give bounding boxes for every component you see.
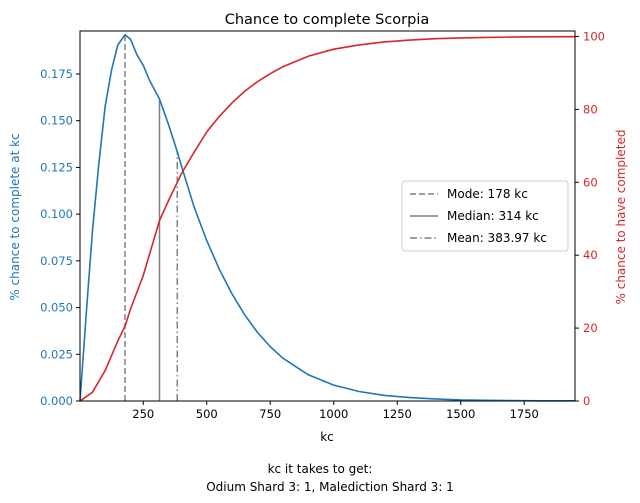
x-tick-label: 1750 [510, 407, 539, 421]
left-tick-label: 0.175 [40, 67, 73, 81]
x-tick-label: 500 [196, 407, 218, 421]
right-tick-label: 40 [583, 248, 598, 262]
caption-line-2: Odium Shard 3: 1, Malediction Shard 3: 1 [206, 480, 454, 494]
right-y-axis: 0 20 40 60 80 100 [575, 29, 605, 408]
left-y-axis-label: % chance to complete at kc [8, 133, 22, 300]
legend-label: Mode: 178 kc [447, 187, 528, 201]
x-axis: 250 500 750 1000 1250 1500 1750 [132, 401, 539, 421]
left-tick-label: 0.025 [40, 347, 73, 361]
plot-frame [79, 30, 576, 402]
right-tick-label: 80 [583, 102, 598, 116]
x-tick-label: 1000 [319, 407, 348, 421]
plot-area [79, 30, 576, 402]
legend-box [401, 180, 569, 252]
x-tick-label: 1500 [446, 407, 475, 421]
left-tick-label: 0.075 [40, 254, 73, 268]
series-line-right [79, 35, 576, 402]
left-tick-label: 0.000 [40, 394, 73, 408]
legend: Mode: 178 kc Median: 314 kc Mean: 383.97 k… [401, 180, 569, 252]
left-tick-label: 0.150 [40, 114, 73, 128]
legend-label: Mean: 383.97 kc [447, 231, 547, 245]
left-tick-label: 0.100 [40, 207, 73, 221]
x-axis-label: kc [320, 430, 334, 444]
left-tick-label: 0.125 [40, 160, 73, 174]
right-tick-label: 100 [583, 29, 605, 43]
legend-label: Median: 314 kc [447, 209, 539, 223]
right-tick-label: 60 [583, 175, 598, 189]
left-y-axis: 0.000 0.025 0.050 0.075 0.100 0.125 0.150 0.175 [40, 67, 80, 408]
x-tick-label: 1250 [383, 407, 412, 421]
x-tick-label: 250 [132, 407, 154, 421]
caption-line-1: kc it takes to get: [268, 462, 373, 476]
right-y-axis-label: % chance to have completed [614, 130, 628, 305]
left-tick-label: 0.050 [40, 301, 73, 315]
right-tick-label: 20 [583, 321, 598, 335]
series-line-left [79, 33, 575, 402]
x-tick-label: 750 [259, 407, 281, 421]
chart-title: Chance to complete Scorpia [225, 12, 430, 28]
right-tick-label: 0 [583, 394, 590, 408]
